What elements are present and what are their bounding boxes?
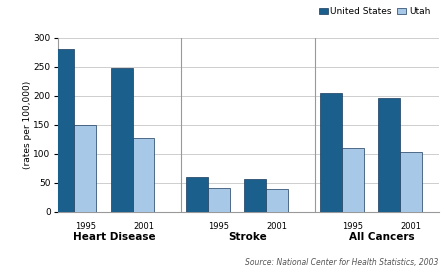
Y-axis label: (rates per 100,000): (rates per 100,000): [23, 80, 32, 169]
Bar: [132, 138, 155, 212]
Text: Heart Disease: Heart Disease: [73, 232, 155, 242]
Text: 1995: 1995: [209, 222, 229, 231]
Text: 2001: 2001: [400, 222, 421, 231]
Bar: [111, 68, 132, 212]
Bar: [245, 179, 266, 212]
Bar: [320, 93, 342, 212]
Text: Source: National Center for Health Statistics, 2003: Source: National Center for Health Stati…: [245, 258, 439, 267]
Bar: [400, 152, 422, 212]
Bar: [52, 49, 74, 212]
Bar: [74, 125, 96, 212]
Text: 1995: 1995: [75, 222, 96, 231]
Bar: [208, 188, 230, 212]
Bar: [378, 99, 400, 212]
Text: All Cancers: All Cancers: [349, 232, 415, 242]
Text: 1995: 1995: [342, 222, 363, 231]
Text: 2001: 2001: [267, 222, 288, 231]
Text: 2001: 2001: [133, 222, 154, 231]
Text: Stroke: Stroke: [229, 232, 268, 242]
Legend: United States, Utah: United States, Utah: [315, 4, 434, 20]
Bar: [186, 177, 208, 212]
Bar: [342, 148, 364, 212]
Bar: [266, 189, 288, 212]
